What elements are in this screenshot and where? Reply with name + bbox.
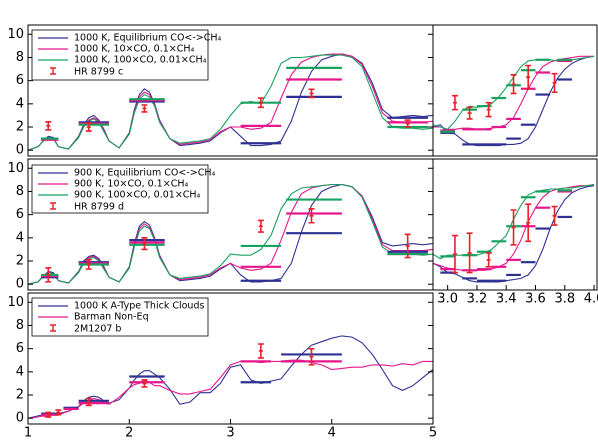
legend-label: 1000 K, 100×CO, 0.01×CH₄ <box>74 55 207 66</box>
data-error-bar <box>404 233 411 259</box>
data-error-bar <box>525 203 532 243</box>
model-line <box>28 54 433 151</box>
y-tick-label: 10 <box>7 161 24 176</box>
legend-label: 900 K, 10×CO, 0.1×CH₄ <box>74 179 188 190</box>
data-error-bar <box>308 208 315 224</box>
y-tick-label: 10 <box>7 27 24 42</box>
legend-label: 900 K, Equilibrium CO<->CH₄ <box>74 168 215 179</box>
x-tick-label: 3.8 <box>554 292 575 307</box>
data-error-bar <box>466 232 473 274</box>
x-tick-label: 3.0 <box>437 292 458 307</box>
x-tick-label: 3.2 <box>467 292 488 307</box>
y-tick-label: 6 <box>16 207 24 222</box>
plot-area <box>28 53 433 151</box>
data-error-bar <box>141 379 148 388</box>
y-tick-label: 10 <box>7 295 24 310</box>
legend-label: Barman Non-Eq <box>74 312 149 323</box>
data-error-bar <box>485 101 492 118</box>
data-error-bar <box>466 106 473 120</box>
data-error-bar <box>551 72 558 94</box>
legend-label: 2M1207 b <box>74 324 121 335</box>
model-line <box>28 53 433 151</box>
data-error-bar <box>308 347 315 366</box>
x-tick-label: 3 <box>226 426 234 441</box>
y-tick-label: 4 <box>16 96 24 111</box>
model-line <box>433 185 595 283</box>
model-line <box>433 55 595 130</box>
x-tick-label: 3.6 <box>525 292 546 307</box>
legend-label: 900 K, 100×CO, 0.01×CH₄ <box>74 190 201 201</box>
data-error-bar <box>551 205 558 226</box>
x-tick-label: 4.0 <box>584 292 598 307</box>
panel-frame <box>27 292 434 425</box>
data-error-bar <box>510 209 517 246</box>
x-tick-label: 1 <box>24 426 32 441</box>
y-tick-label: 2 <box>16 254 24 269</box>
data-error-bar <box>525 64 532 90</box>
legend-swatch <box>50 202 56 210</box>
panel-frame <box>432 24 598 157</box>
data-error-bar <box>485 252 492 268</box>
data-error-bar <box>257 97 264 109</box>
data-error-bar <box>404 119 411 128</box>
legend-swatch <box>50 324 56 332</box>
data-error-bar <box>45 267 52 283</box>
y-tick-label: 8 <box>16 318 24 333</box>
y-tick-label: 2 <box>16 388 24 403</box>
y-tick-label: 6 <box>16 341 24 356</box>
legend-label: 1000 K, Equilibrium CO<->CH₄ <box>74 33 222 44</box>
data-error-bar <box>45 121 52 131</box>
y-tick-label: 0 <box>16 277 24 292</box>
data-error-bar <box>510 74 517 95</box>
y-tick-label: 8 <box>16 184 24 199</box>
plot-area <box>28 183 433 285</box>
data-error-bar <box>141 237 148 251</box>
y-tick-label: 0 <box>16 143 24 158</box>
data-error-bar <box>85 122 92 132</box>
legend-swatch <box>50 67 56 75</box>
legend-label: HR 8799 d <box>74 202 124 213</box>
model-line <box>433 55 595 147</box>
plot-area <box>433 55 595 147</box>
data-error-bar <box>55 409 62 416</box>
y-tick-label: 8 <box>16 50 24 65</box>
legend-label: HR 8799 c <box>74 67 123 78</box>
x-tick-label: 5 <box>429 426 437 441</box>
y-tick-label: 4 <box>16 230 24 245</box>
panel-frame <box>432 158 598 291</box>
model-line <box>28 359 433 419</box>
y-tick-label: 2 <box>16 120 24 135</box>
y-tick-label: 6 <box>16 73 24 88</box>
data-error-bar <box>45 411 52 418</box>
plot-area <box>28 335 433 419</box>
x-tick-label: 4 <box>328 426 336 441</box>
legend-label: 1000 K, 10×CO, 0.1×CH₄ <box>74 44 195 55</box>
data-error-bar <box>141 104 148 113</box>
x-tick-label: 2 <box>125 426 133 441</box>
plot-area <box>433 183 595 283</box>
data-error-bar <box>308 88 315 99</box>
data-error-bar <box>85 397 92 407</box>
data-error-bar <box>85 259 92 270</box>
data-error-bar <box>451 234 458 274</box>
data-error-bar <box>451 94 458 111</box>
data-error-bar <box>257 343 264 359</box>
y-tick-label: 0 <box>16 411 24 426</box>
x-tick-label: 3.4 <box>496 292 517 307</box>
data-error-bar <box>257 219 264 233</box>
y-tick-label: 4 <box>16 364 24 379</box>
legend-label: 1000 K A-Type Thick Clouds <box>74 301 204 312</box>
